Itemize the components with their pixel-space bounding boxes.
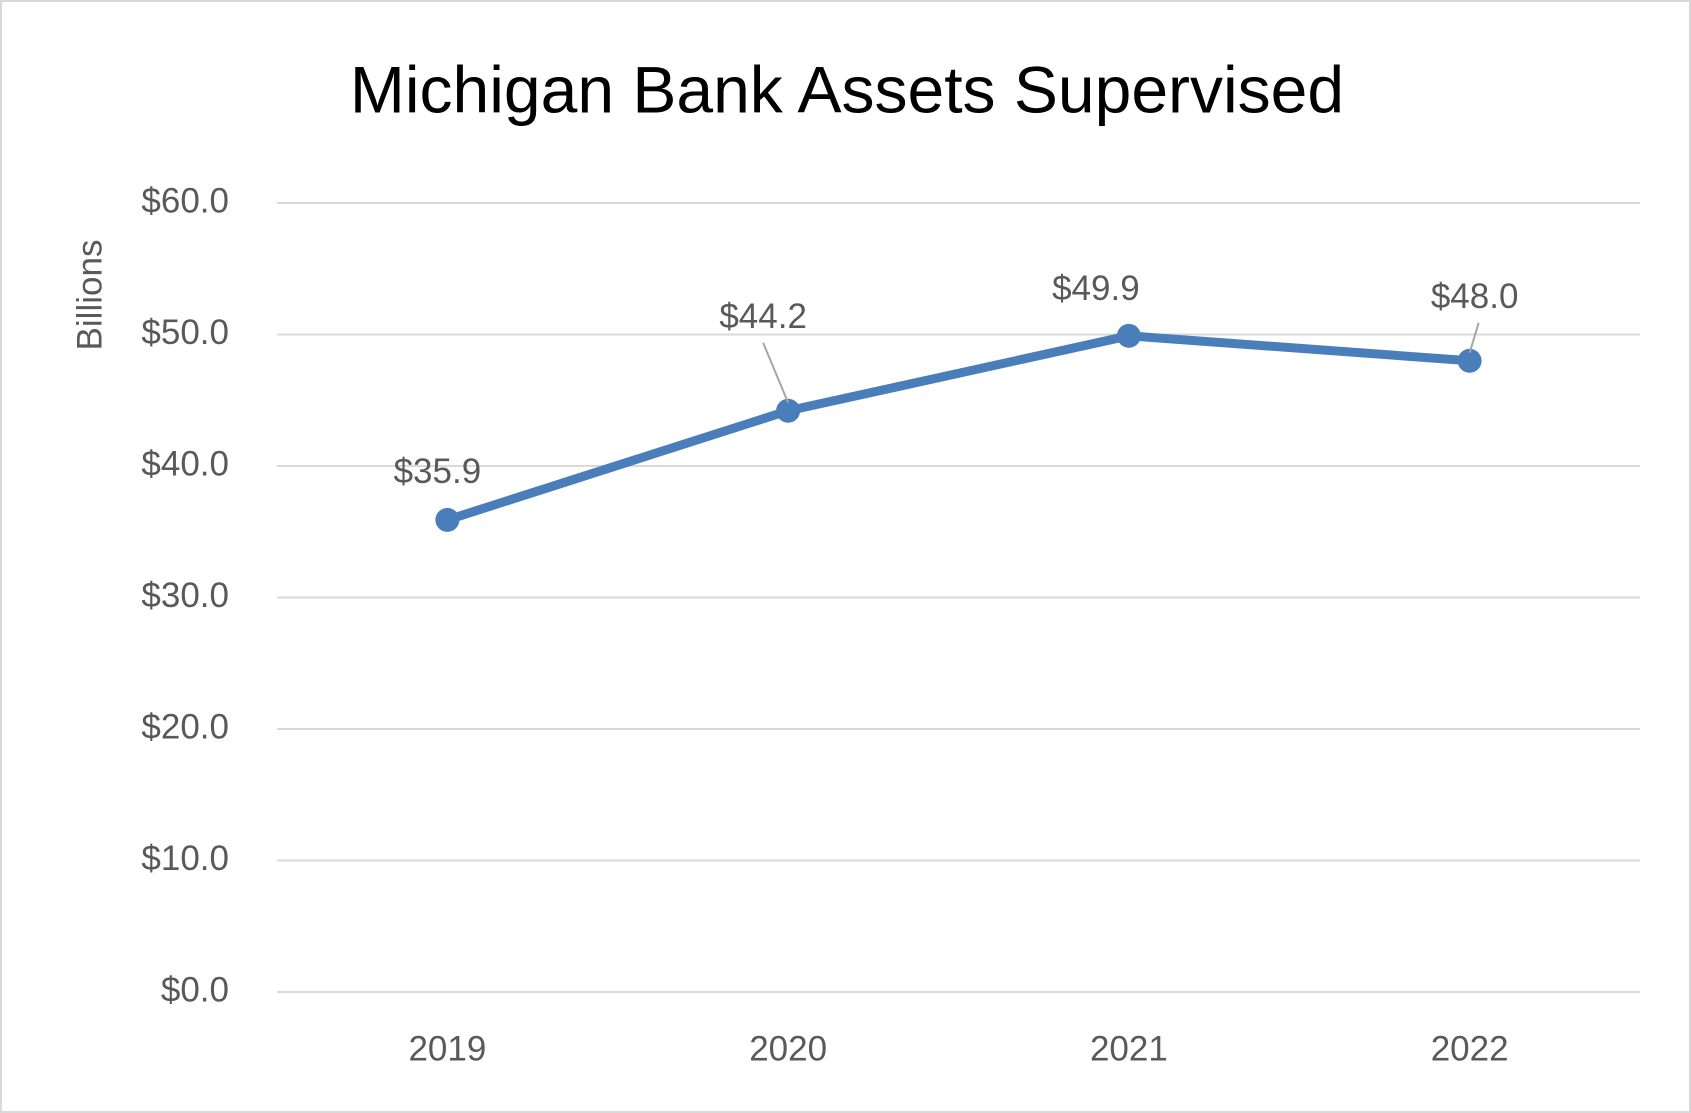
point <box>1116 323 1141 348</box>
line <box>446 331 1470 525</box>
y-tick-label: $20.0 <box>141 707 229 746</box>
leader-line <box>762 342 790 404</box>
point <box>776 398 801 423</box>
y-tick-label: $0.0 <box>161 970 229 1009</box>
point <box>435 507 460 532</box>
y-tick-label: $40.0 <box>141 444 229 483</box>
chart-title: Michigan Bank Assets Supervised <box>350 52 1344 126</box>
y-tick-label: $60.0 <box>141 181 229 220</box>
data-label: $35.9 <box>394 452 482 491</box>
y-tick-label: $30.0 <box>141 576 229 615</box>
data-label: $48.0 <box>1431 277 1519 316</box>
y-axis-label: Billions <box>70 240 109 351</box>
y-tick-label: $10.0 <box>141 839 229 878</box>
x-tick-label: 2020 <box>749 1029 827 1068</box>
data-label: $44.2 <box>719 297 807 336</box>
x-tick-label: 2019 <box>408 1029 486 1068</box>
x-tick-label: 2021 <box>1090 1029 1168 1068</box>
y-tick-label: $50.0 <box>141 313 229 352</box>
leader-line <box>1468 322 1480 354</box>
point <box>1457 348 1482 373</box>
data-label: $49.9 <box>1052 269 1140 308</box>
x-tick-label: 2022 <box>1431 1029 1509 1068</box>
